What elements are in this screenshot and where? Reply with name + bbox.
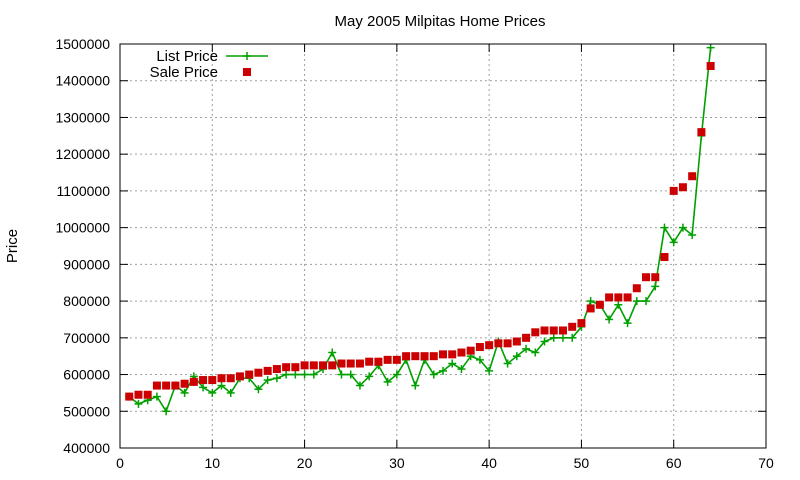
sale-price-point [475, 343, 484, 351]
sale-price-point [392, 355, 401, 364]
x-tick-label: 50 [574, 455, 590, 471]
sale-price-point [540, 326, 549, 335]
legend-label-list-price: List Price [156, 48, 218, 65]
sale-price-point [512, 337, 521, 346]
sale-price-point [586, 304, 595, 313]
sale-price-point [125, 392, 134, 401]
plot-frame [119, 43, 767, 449]
sale-price-point [263, 366, 272, 375]
x-tick-label: 0 [116, 455, 124, 471]
list-price-line [128, 47, 712, 413]
x-tick-label: 60 [666, 455, 682, 471]
y-tick-label: 900000 [63, 256, 110, 272]
y-tick-label: 500000 [63, 403, 110, 419]
sale-price-point [706, 62, 715, 71]
x-tick-label: 70 [758, 455, 774, 471]
sale-price-point [162, 381, 171, 390]
y-tick-label: 1000000 [55, 220, 110, 236]
x-tick-label: 40 [481, 455, 497, 471]
legend: List Price Sale Price [150, 48, 268, 81]
sale-price-point [235, 372, 244, 381]
chart-title: May 2005 Milpitas Home Prices [335, 13, 546, 30]
sale-price-point [282, 363, 291, 372]
sale-price-point [402, 352, 411, 361]
x-tick-label: 10 [204, 455, 220, 471]
sale-price-point [605, 293, 614, 302]
y-tick-label: 1500000 [55, 36, 110, 52]
sale-price-point [217, 374, 226, 383]
sale-price-point [466, 346, 475, 355]
sale-price-point [143, 390, 152, 399]
sale-price-point [411, 352, 420, 361]
sale-price-point [549, 326, 558, 335]
sale-price-point [346, 359, 355, 368]
y-tick-label: 700000 [63, 330, 110, 346]
sale-price-point [614, 293, 623, 302]
y-tick-label: 400000 [63, 440, 110, 456]
sale-price-point [245, 370, 254, 379]
sale-price-point [328, 361, 337, 370]
y-tick-label: 1300000 [55, 109, 110, 125]
sale-price-point [503, 339, 512, 348]
sale-price-point [697, 128, 706, 137]
sale-price-point [522, 333, 531, 342]
sale-price-point [272, 365, 281, 374]
sale-price-point [300, 361, 309, 370]
sale-price-point [374, 357, 383, 366]
sale-price-point [688, 172, 697, 181]
sale-price-point [420, 352, 429, 361]
sale-price-point [208, 376, 217, 385]
sale-price-point [291, 363, 300, 372]
series-layer [125, 43, 715, 416]
sale-price-point [383, 355, 392, 364]
sale-price-point [189, 377, 198, 386]
ticks-layer: 400000 500000 600000 700000 800000 900000 1000… [55, 36, 774, 471]
series-sale-price [125, 62, 715, 401]
sale-price-point [457, 348, 466, 357]
sale-price-point [448, 350, 457, 359]
y-tick-label: 800000 [63, 293, 110, 309]
sale-price-point [623, 293, 632, 302]
sale-price-point [651, 273, 660, 282]
y-tick-label: 1400000 [55, 73, 110, 89]
sale-price-point [439, 350, 447, 359]
sale-price-point [152, 381, 161, 390]
sale-price-point [531, 328, 540, 337]
sale-price-point [558, 326, 567, 335]
sale-price-point [226, 374, 235, 383]
sale-price-point [485, 341, 494, 350]
sale-price-point [642, 273, 651, 282]
sale-price-point [134, 390, 143, 399]
x-tick-label: 30 [389, 455, 405, 471]
sale-price-point [429, 352, 438, 361]
y-tick-label: 600000 [63, 367, 110, 383]
x-tick-label: 20 [297, 455, 313, 471]
legend-label-sale-price: Sale Price [150, 64, 218, 81]
sale-price-point [254, 368, 263, 377]
sale-price-point [180, 379, 189, 388]
sale-price-point [494, 339, 503, 348]
sale-price-point [632, 284, 641, 293]
sale-price-point [337, 359, 346, 368]
y-axis-label: Price [4, 229, 21, 263]
sale-price-point [309, 361, 318, 370]
sale-price-point [678, 183, 687, 192]
sale-price-point [171, 381, 180, 390]
sale-price-point [595, 300, 604, 309]
sale-price-point [319, 361, 328, 370]
legend-marker-sale-price [243, 68, 251, 76]
sale-price-point [365, 357, 374, 366]
y-tick-label: 1200000 [55, 146, 110, 162]
sale-price-point [199, 376, 208, 385]
sale-price-point [568, 322, 577, 331]
sale-price-point [669, 186, 678, 195]
sale-price-point [355, 359, 364, 368]
sale-price-point [577, 319, 586, 328]
sale-price-point [660, 253, 669, 262]
y-tick-label: 1100000 [57, 183, 111, 199]
